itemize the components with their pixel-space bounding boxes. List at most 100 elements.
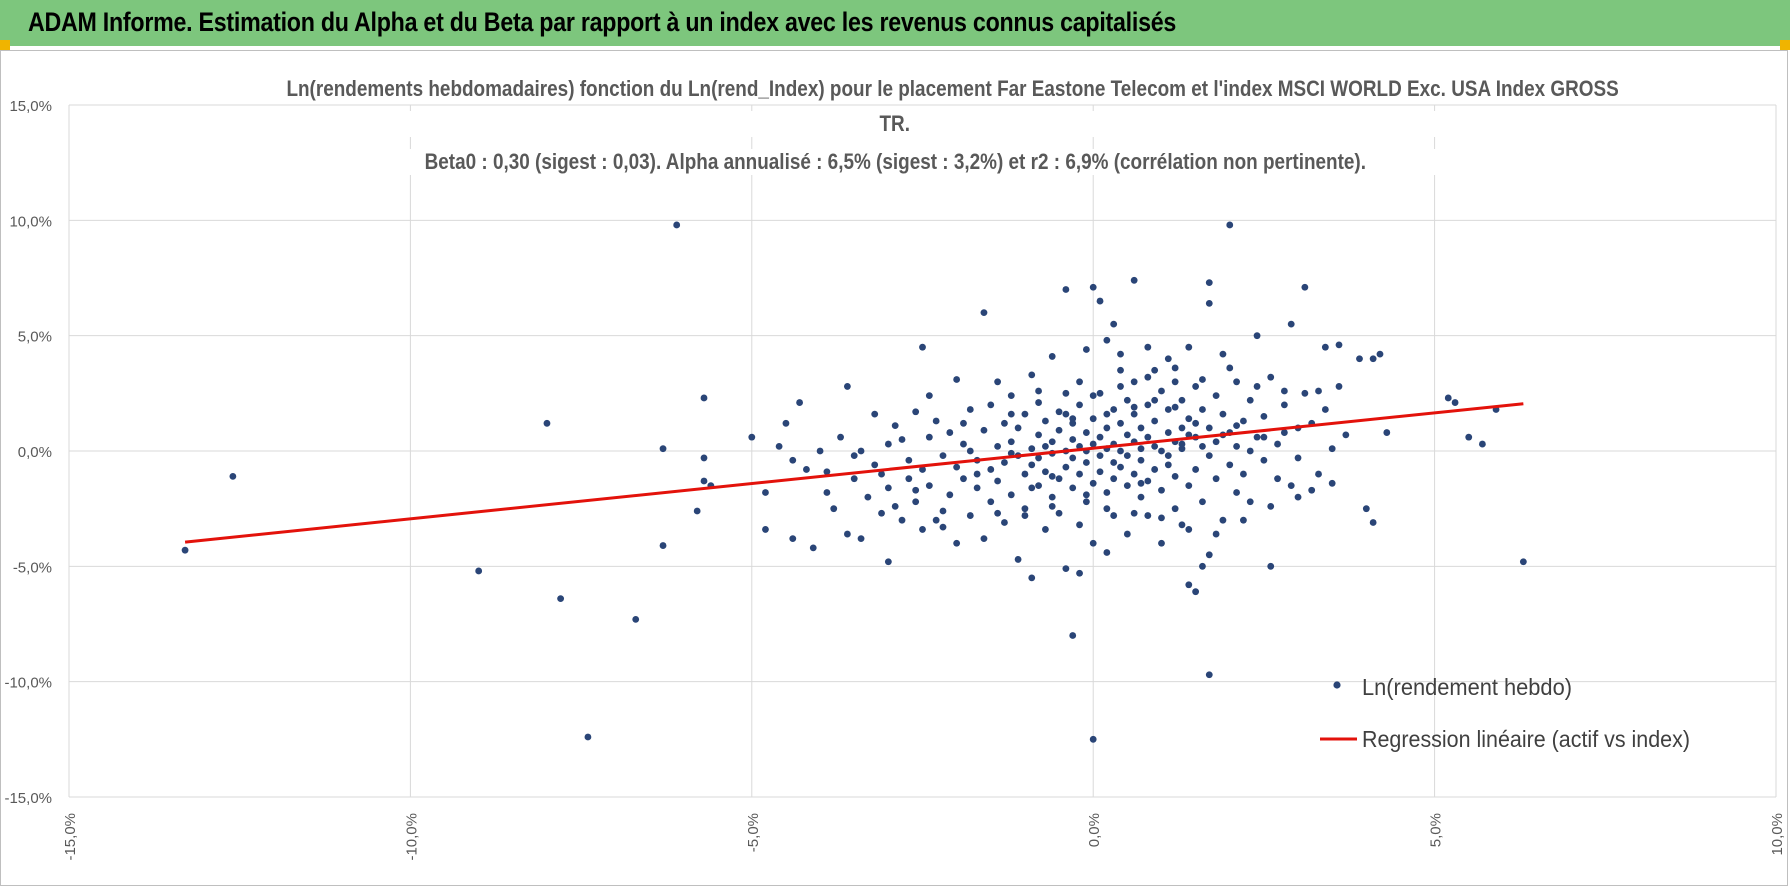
data-point-236: [1287, 320, 1295, 328]
data-point-273: [960, 419, 967, 427]
data-point-32: [864, 493, 872, 501]
data-point-211: [1212, 438, 1220, 446]
data-point-188: [1178, 424, 1186, 432]
data-point-241: [1308, 486, 1316, 494]
data-point-168: [1144, 477, 1152, 485]
data-point-70: [987, 466, 995, 473]
data-point-154: [1123, 431, 1131, 439]
data-point-100: [1048, 438, 1056, 446]
data-point-215: [1226, 461, 1234, 469]
data-point-290: [1199, 376, 1206, 383]
data-point-317: [1246, 447, 1254, 455]
page-title: ADAM Informe. Estimation du Alpha et du …: [28, 7, 1177, 37]
data-point-47: [919, 526, 926, 533]
data-point-313: [1192, 419, 1200, 427]
data-point-220: [1233, 442, 1240, 450]
data-point-87: [1028, 445, 1036, 453]
data-point-156: [1123, 452, 1131, 460]
data-point-42: [905, 475, 913, 483]
data-point-74: [994, 477, 1002, 485]
data-point-302: [1151, 396, 1159, 404]
data-point-139: [1103, 489, 1111, 496]
data-point-23: [816, 447, 824, 455]
data-point-292: [1226, 364, 1234, 372]
data-point-160: [1130, 470, 1138, 478]
data-point-1: [229, 472, 237, 480]
data-point-240: [1301, 389, 1309, 397]
data-point-310: [1137, 479, 1145, 487]
data-point-122: [1082, 498, 1090, 506]
header-bar: ADAM Informe. Estimation du Alpha et du …: [0, 0, 1790, 50]
data-point-309: [1110, 475, 1118, 483]
data-point-27: [843, 383, 851, 390]
data-point-105: [1055, 509, 1063, 517]
data-point-19: [789, 535, 797, 543]
data-point-57: [953, 376, 961, 383]
data-point-136: [1096, 468, 1104, 476]
data-point-73: [994, 378, 1002, 386]
data-point-286: [1144, 373, 1152, 381]
data-point-95: [1042, 442, 1049, 450]
data-point-109: [1062, 463, 1070, 471]
data-point-92: [1035, 482, 1042, 489]
data-point-222: [1240, 470, 1247, 478]
data-point-212: [1219, 516, 1227, 524]
data-point-121: [1076, 401, 1083, 409]
data-point-12: [693, 507, 701, 515]
data-point-253: [1369, 355, 1377, 363]
y-tick-label-4: -5,0%: [13, 559, 52, 576]
data-point-22: [809, 544, 817, 552]
data-point-224: [1246, 498, 1254, 506]
data-point-183: [1164, 406, 1172, 413]
data-point-165: [1137, 445, 1145, 453]
data-point-296: [1280, 387, 1288, 395]
data-point-2: [475, 567, 483, 575]
data-point-86: [1021, 505, 1029, 513]
data-point-177: [1158, 387, 1165, 395]
data-point-259: [1465, 433, 1473, 441]
x-tick-label-5: 10,0%: [1769, 813, 1786, 856]
data-point-232: [1274, 475, 1281, 483]
data-point-189: [1178, 521, 1186, 529]
data-point-20: [796, 399, 803, 406]
data-point-31: [857, 447, 865, 455]
data-point-247: [1328, 479, 1336, 487]
data-point-62: [966, 512, 974, 519]
data-point-205: [1205, 299, 1213, 307]
data-point-288: [1171, 364, 1179, 372]
data-point-304: [1185, 431, 1193, 439]
data-point-248: [1335, 383, 1343, 390]
data-point-169: [1144, 401, 1152, 409]
data-point-13: [700, 477, 708, 485]
data-point-272: [939, 523, 947, 531]
data-point-219: [1233, 378, 1240, 386]
data-point-137: [1096, 433, 1104, 441]
data-point-178: [1158, 447, 1165, 455]
data-point-51: [932, 417, 940, 425]
x-tick-label-1: -10,0%: [403, 813, 420, 861]
data-point-194: [1185, 415, 1193, 423]
data-point-164: [1137, 424, 1145, 432]
data-point-89: [1028, 371, 1036, 379]
data-point-16: [762, 489, 769, 496]
data-point-171: [1144, 512, 1152, 519]
data-point-68: [980, 535, 988, 543]
data-point-276: [1007, 410, 1015, 418]
y-tick-label-3: 0,0%: [18, 444, 52, 461]
data-point-204: [1205, 279, 1213, 287]
data-point-132: [1089, 735, 1097, 743]
data-point-234: [1280, 429, 1288, 436]
data-point-98: [1042, 417, 1049, 425]
data-point-55: [946, 491, 954, 499]
data-point-97: [1042, 526, 1049, 533]
data-point-181: [1164, 355, 1172, 363]
data-point-214: [1219, 350, 1227, 358]
data-point-59: [960, 440, 967, 448]
data-point-76: [1001, 419, 1008, 427]
data-point-46: [919, 466, 926, 473]
data-point-303: [1171, 403, 1179, 411]
data-point-251: [1356, 355, 1363, 363]
data-point-3: [543, 419, 551, 427]
data-point-0: [181, 546, 189, 554]
data-point-298: [1315, 387, 1322, 395]
